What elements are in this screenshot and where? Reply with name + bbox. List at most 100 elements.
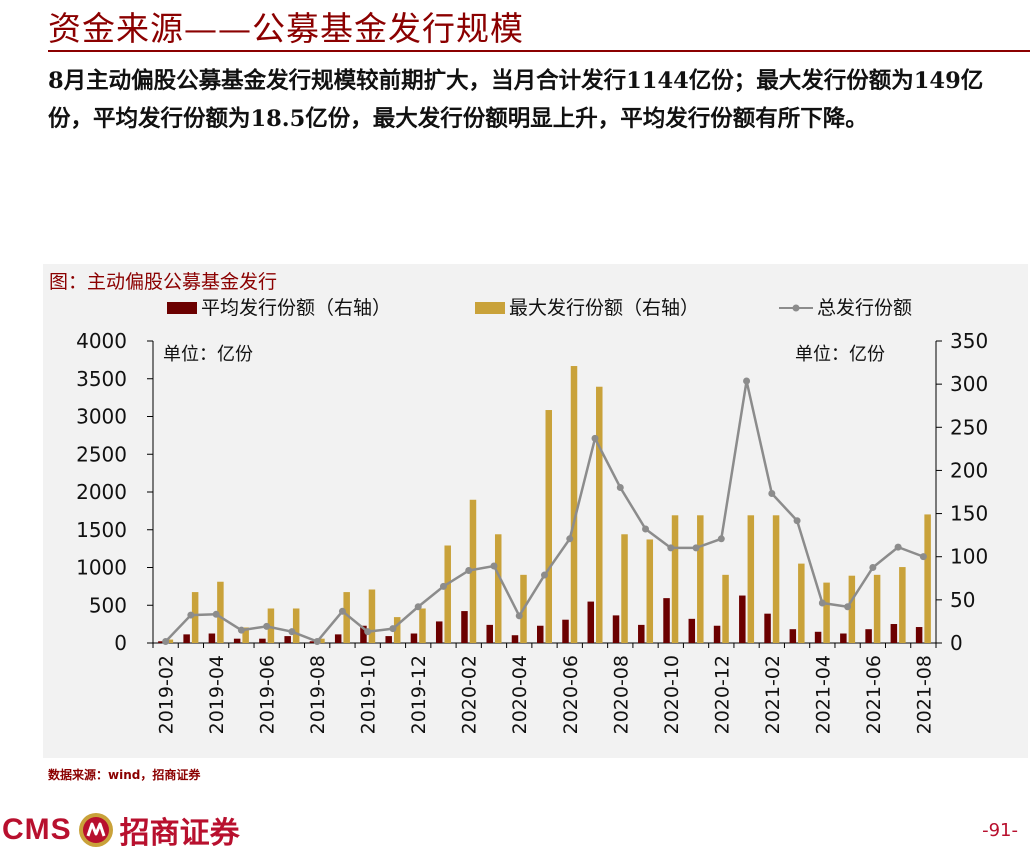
- bar-avg: [410, 633, 418, 643]
- bar-avg: [915, 627, 923, 643]
- bar-max: [494, 534, 502, 643]
- bar-avg: [764, 613, 771, 643]
- y-left-tick-label: 1000: [76, 556, 127, 580]
- bar-max: [343, 592, 350, 643]
- x-tick-label: 2019-10: [358, 655, 380, 734]
- x-tick-label: 2021-04: [812, 655, 834, 734]
- point-total: [768, 490, 776, 498]
- bar-max: [318, 638, 325, 643]
- x-tick-label: 2019-12: [408, 655, 430, 734]
- bar-max: [823, 582, 830, 643]
- y-right-tick-label: 0: [950, 631, 963, 655]
- bar-max: [217, 581, 224, 643]
- bar-avg: [435, 621, 443, 643]
- logo-emblem-icon: [78, 813, 113, 847]
- bar-avg: [183, 634, 190, 643]
- point-total: [692, 544, 700, 552]
- bar-max: [570, 366, 578, 643]
- y-right-tick-label: 150: [950, 502, 988, 526]
- bar-max: [697, 515, 704, 643]
- company-logo: CMS 招商证券: [2, 808, 240, 852]
- x-tick-label: 2021-08: [913, 655, 935, 734]
- point-total: [566, 535, 574, 543]
- unit-label-left: 单位：亿份: [163, 344, 253, 365]
- bar-avg: [890, 624, 898, 643]
- bar-avg: [208, 633, 216, 643]
- legend-label-avg: 平均发行份额（右轴）: [201, 297, 391, 319]
- bar-max: [469, 499, 477, 643]
- bar-max: [924, 514, 931, 643]
- x-tick-label: 2021-02: [762, 655, 784, 734]
- bar-max: [621, 534, 628, 643]
- legend-label-max: 最大发行份额（右轴）: [509, 297, 699, 319]
- point-total: [288, 628, 296, 636]
- bar-max: [419, 608, 426, 643]
- bar-avg: [688, 618, 696, 643]
- x-tick-label: 2020-02: [459, 655, 481, 734]
- bar-max: [848, 575, 856, 643]
- point-total: [439, 582, 447, 590]
- point-total: [591, 434, 599, 442]
- point-total: [919, 553, 927, 561]
- bar-max: [242, 627, 249, 643]
- point-total: [869, 564, 877, 571]
- y-right-tick-label: 350: [950, 329, 988, 353]
- x-tick-label: 2021-06: [863, 655, 885, 734]
- y-left-tick-label: 500: [89, 593, 127, 617]
- bar-avg: [158, 641, 165, 643]
- point-total: [263, 622, 271, 630]
- point-total: [490, 562, 498, 570]
- x-tick-label: 2020-10: [661, 655, 683, 734]
- point-total: [616, 483, 624, 491]
- x-tick-label: 2019-04: [206, 655, 228, 734]
- bar-avg: [511, 635, 519, 643]
- x-tick-label: 2020-06: [560, 655, 582, 734]
- y-left-tick-label: 0: [114, 631, 127, 655]
- bar-max: [772, 515, 780, 643]
- bar-max: [671, 515, 679, 643]
- point-total: [364, 628, 372, 636]
- bar-avg: [612, 615, 620, 643]
- logo-cms-text: CMS: [2, 813, 72, 846]
- bar-avg: [840, 633, 847, 643]
- point-total: [743, 377, 751, 385]
- x-tick-label: 2019-06: [257, 655, 279, 734]
- point-total: [187, 611, 195, 619]
- point-total: [237, 626, 245, 634]
- title-divider: [48, 50, 1030, 52]
- bar-avg: [385, 636, 392, 643]
- bar-avg: [638, 624, 645, 643]
- point-total: [667, 544, 675, 552]
- bar-max: [393, 617, 401, 643]
- chart-panel: 图：主动偏股公募基金发行 平均发行份额（右轴） 最大发行份额（右轴） 总发行份额 单位：…: [43, 264, 1028, 758]
- y-left-tick-label: 4000: [76, 329, 127, 353]
- y-right-tick-label: 300: [950, 372, 988, 396]
- point-total: [212, 610, 220, 618]
- bar-avg: [663, 598, 670, 643]
- y-right-tick-label: 100: [950, 545, 988, 569]
- bar-avg: [259, 638, 266, 643]
- bar-avg: [461, 611, 468, 643]
- company-name: 招商证券: [119, 816, 240, 851]
- bar-avg: [486, 624, 493, 643]
- point-total: [389, 625, 397, 633]
- bar-max: [873, 574, 881, 643]
- point-total: [894, 543, 902, 551]
- point-total: [414, 603, 422, 611]
- bar-max: [596, 386, 603, 643]
- bar-max: [267, 608, 275, 643]
- bar-avg: [537, 625, 544, 643]
- point-total: [338, 607, 346, 615]
- point-total: [818, 599, 826, 607]
- summary-text: 8月主动偏股公募基金发行规模较前期扩大，当月合计发行1144亿份；最大发行份额为…: [48, 68, 984, 132]
- legend-marker-total: [792, 304, 800, 312]
- point-total: [793, 517, 801, 525]
- x-tick-label: 2019-08: [307, 655, 329, 734]
- bar-max: [646, 539, 654, 643]
- point-total: [162, 637, 170, 645]
- bar-max: [166, 639, 174, 643]
- bar-avg: [309, 641, 317, 643]
- legend-label-total: 总发行份额: [817, 297, 912, 319]
- unit-label-right: 单位：亿份: [795, 344, 885, 365]
- bar-avg: [562, 619, 569, 643]
